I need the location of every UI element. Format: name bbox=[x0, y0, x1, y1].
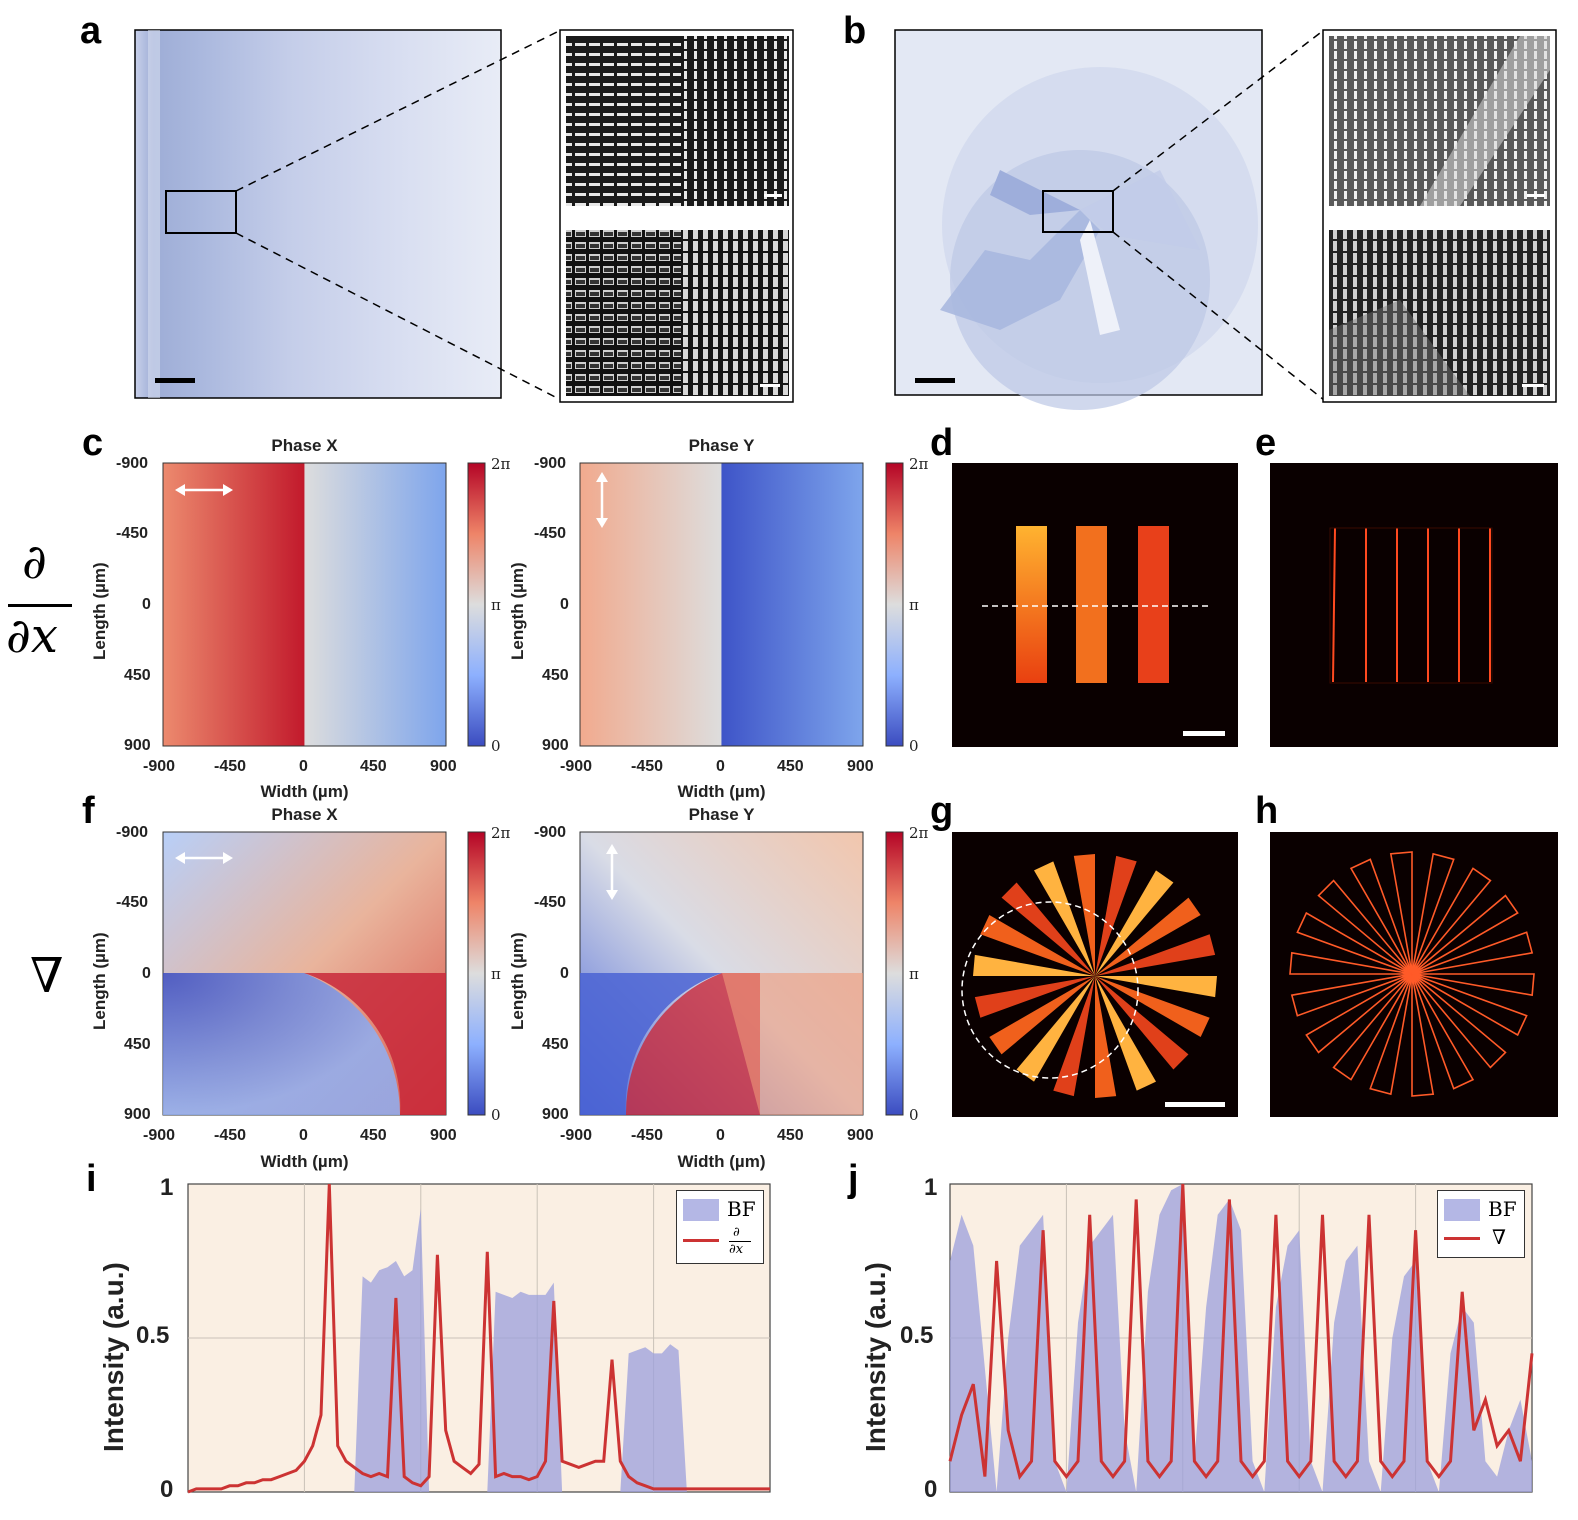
series-edge-line bbox=[948, 1183, 1534, 1480]
panel-label-d: d bbox=[930, 422, 954, 464]
panel-label-e: e bbox=[1255, 422, 1277, 464]
phase-map-c-y bbox=[579, 462, 864, 747]
phase-maps bbox=[162, 462, 904, 1116]
zoom-box-b bbox=[1042, 190, 1114, 233]
star-edge bbox=[1369, 973, 1413, 1096]
phase-xlabel-c-y: Width (µm) bbox=[677, 782, 766, 801]
star-edge bbox=[1317, 879, 1413, 975]
panel-label-b: b bbox=[843, 10, 867, 52]
star-edge bbox=[1411, 973, 1435, 1097]
nabla-operator: ∇ bbox=[30, 948, 64, 1004]
star-edge bbox=[1411, 867, 1492, 975]
phase-title-c-y: Phase Y bbox=[688, 436, 755, 455]
star-wedge bbox=[1016, 976, 1095, 1082]
star-edge bbox=[1332, 973, 1413, 1081]
legend-j-nabla-label: ∇ bbox=[1492, 1225, 1506, 1249]
phase-title-c-x: Phase X bbox=[271, 436, 338, 455]
legend-i-dx-den: ∂x bbox=[729, 1242, 744, 1257]
star-wedge bbox=[1073, 854, 1095, 976]
star-edge bbox=[1411, 973, 1475, 1090]
edge-bars-e bbox=[1270, 463, 1558, 747]
chart-i bbox=[187, 1183, 771, 1494]
star-edge bbox=[1349, 858, 1413, 975]
legend-i-dx-num: ∂ bbox=[733, 1225, 740, 1240]
star-wedge bbox=[1095, 870, 1174, 976]
star-edge bbox=[1411, 973, 1528, 1037]
legend-i-bf-swatch bbox=[683, 1199, 719, 1221]
star-wedge bbox=[1053, 976, 1095, 1097]
star-edge bbox=[1305, 973, 1413, 1054]
legend-i-edge-swatch bbox=[683, 1239, 719, 1242]
star-wedge bbox=[980, 915, 1095, 976]
intensity-ylabel-j: Intensity (a.u.) bbox=[860, 1262, 891, 1452]
star-edge bbox=[1289, 951, 1413, 975]
partial-derivative-numerator: ∂ bbox=[22, 534, 47, 590]
scale-bar-a bbox=[155, 378, 195, 383]
phase-title-f-x: Phase X bbox=[271, 805, 338, 824]
legend-i-bf-label: BF bbox=[727, 1197, 756, 1221]
star-wedge bbox=[1095, 855, 1137, 976]
legend-j-edge-swatch bbox=[1444, 1237, 1480, 1240]
star-edge bbox=[1389, 851, 1413, 975]
sem-inset-a-bottom-right bbox=[681, 230, 789, 396]
star-wedge bbox=[1095, 976, 1210, 1037]
series-edge-line bbox=[187, 1183, 770, 1494]
panel-label-j: j bbox=[848, 1158, 859, 1200]
panel-label-f: f bbox=[82, 790, 95, 832]
sem-inset-a-top-right bbox=[681, 36, 789, 206]
sem-inset-a-top-left bbox=[566, 36, 681, 206]
sem-inset-a-bottom-left bbox=[566, 230, 681, 396]
star-wedge bbox=[1095, 976, 1117, 1098]
star-edge bbox=[1411, 973, 1507, 1069]
scale-bar-b bbox=[915, 378, 955, 383]
experimental-images bbox=[952, 463, 1558, 1117]
panel-label-h: h bbox=[1255, 790, 1279, 832]
star-wedge bbox=[989, 976, 1095, 1055]
microscope-image-a bbox=[134, 29, 502, 399]
star-edge bbox=[1296, 911, 1413, 975]
sem-inset-b-bottom bbox=[1329, 230, 1550, 396]
star-wedge bbox=[1001, 882, 1095, 976]
phase-map-c-x bbox=[162, 462, 447, 747]
panel-label-c: c bbox=[82, 422, 104, 464]
legend-j-bf-label: BF bbox=[1488, 1197, 1517, 1221]
star-wedge bbox=[974, 976, 1095, 1018]
star-wedge bbox=[1095, 976, 1156, 1091]
microscope-row bbox=[134, 29, 1557, 410]
intensity-plots bbox=[187, 1183, 1534, 1494]
star-edge bbox=[1411, 852, 1455, 975]
star-edge bbox=[1411, 931, 1534, 975]
fraction-bar bbox=[8, 604, 72, 607]
star-wedge bbox=[1095, 897, 1201, 976]
star-edge bbox=[1411, 894, 1519, 975]
phase-ylabel-f-y: Length (µm) bbox=[508, 932, 527, 1030]
series-bf-area bbox=[950, 1184, 1532, 1492]
star-wedge bbox=[973, 954, 1095, 976]
panel-label-a: a bbox=[80, 10, 102, 52]
phase-xlabel-c-x: Width (µm) bbox=[260, 782, 349, 801]
star-wedge bbox=[1095, 976, 1217, 998]
phase-ylabel-c-x: Length (µm) bbox=[90, 562, 109, 660]
zoom-box-a bbox=[165, 190, 237, 234]
star-wedge bbox=[1095, 934, 1216, 976]
chart-j bbox=[948, 1183, 1534, 1493]
phase-ylabel-f-x: Length (µm) bbox=[90, 932, 109, 1030]
star-wedge bbox=[1034, 861, 1095, 976]
intensity-ylabel-i: Intensity (a.u.) bbox=[98, 1262, 129, 1452]
legend-i: BF ∂ ∂x bbox=[676, 1190, 764, 1264]
legend-j-bf-swatch bbox=[1444, 1199, 1480, 1221]
star-edge bbox=[1411, 973, 1535, 997]
partial-derivative-denominator: ∂x bbox=[6, 608, 58, 664]
panel-label-i: i bbox=[86, 1158, 97, 1200]
phase-ylabel-c-y: Length (µm) bbox=[508, 562, 527, 660]
panel-label-g: g bbox=[930, 790, 954, 832]
legend-j: BF ∇ bbox=[1437, 1190, 1525, 1258]
star-edge bbox=[1290, 973, 1413, 1017]
phase-xlabel-f-y: Width (µm) bbox=[677, 1152, 766, 1171]
star-wedge bbox=[1095, 976, 1189, 1070]
phase-title-f-y: Phase Y bbox=[688, 805, 755, 824]
phase-xlabel-f-x: Width (µm) bbox=[260, 1152, 349, 1171]
